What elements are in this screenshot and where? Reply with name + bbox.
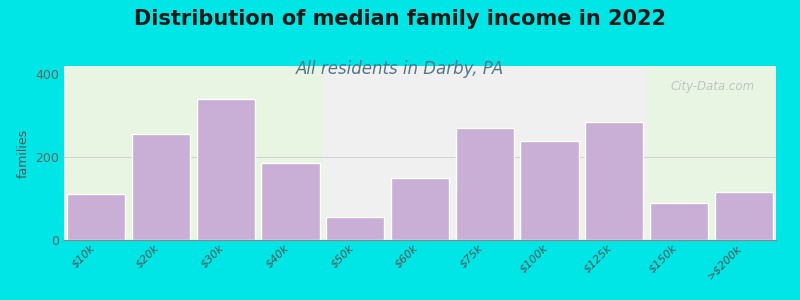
Bar [262, 164, 320, 240]
Bar [67, 194, 126, 240]
Bar [326, 217, 385, 240]
Bar [585, 122, 643, 240]
Bar [132, 134, 190, 240]
Bar [391, 178, 449, 240]
Bar [520, 141, 578, 240]
Y-axis label: families: families [17, 128, 30, 178]
Bar [197, 99, 255, 240]
Bar [456, 128, 514, 240]
Text: All residents in Darby, PA: All residents in Darby, PA [296, 60, 504, 78]
Text: Distribution of median family income in 2022: Distribution of median family income in … [134, 9, 666, 29]
Bar [64, 66, 323, 240]
Bar [714, 192, 773, 240]
Bar [650, 203, 708, 240]
Bar [646, 66, 776, 240]
Text: City-Data.com: City-Data.com [670, 80, 754, 93]
